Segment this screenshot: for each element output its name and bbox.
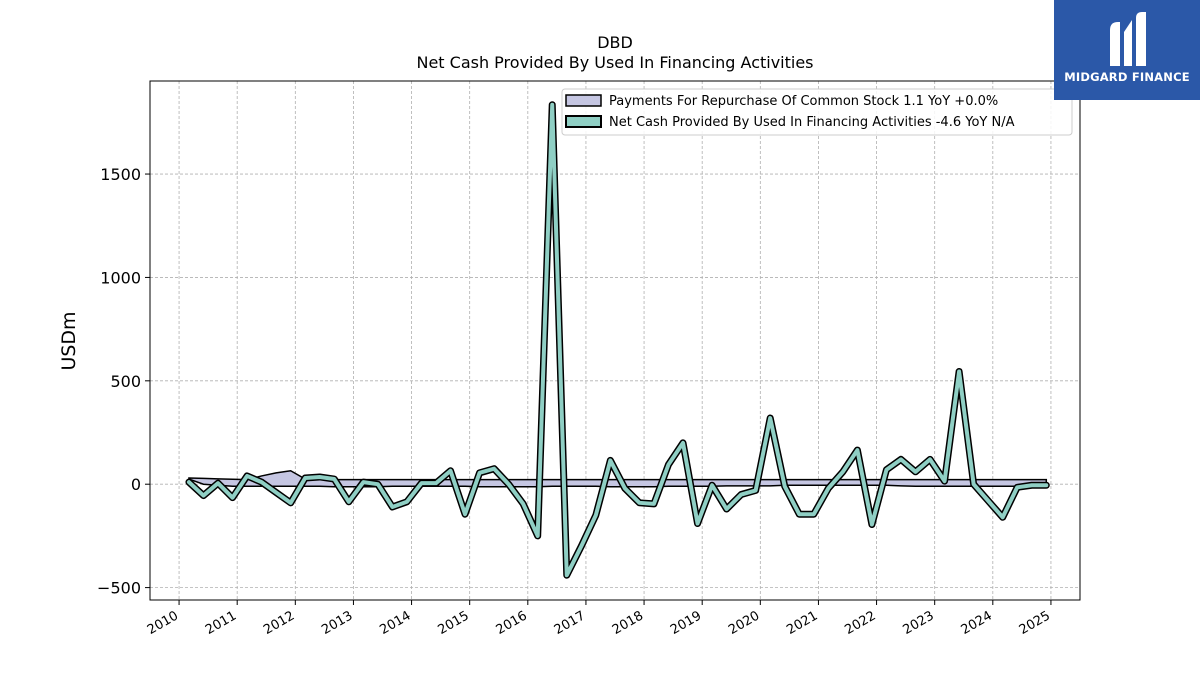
legend-label-financing: Net Cash Provided By Used In Financing A… xyxy=(609,115,1015,130)
x-tick-label: 2014 xyxy=(377,608,413,638)
y-tick-label: 1500 xyxy=(100,165,141,184)
x-tick-label: 2019 xyxy=(668,608,704,638)
x-tick-label: 2024 xyxy=(959,608,995,638)
x-tick-label: 2011 xyxy=(203,608,239,638)
brand-logo: MIDGARD FINANCE xyxy=(1054,0,1200,100)
legend-label-buyback: Payments For Repurchase Of Common Stock … xyxy=(609,94,998,109)
x-tick-label: 2017 xyxy=(552,608,588,638)
x-tick-label: 2025 xyxy=(1017,608,1053,638)
chart-subtitle: Net Cash Provided By Used In Financing A… xyxy=(416,53,813,72)
legend-swatch-financing xyxy=(565,115,602,128)
series-line-financing xyxy=(186,102,1049,578)
x-tick-label: 2018 xyxy=(610,608,646,638)
legend: Payments For Repurchase Of Common Stock … xyxy=(561,88,1073,136)
x-tick-label: 2020 xyxy=(726,608,762,638)
x-tick-label: 2021 xyxy=(784,608,820,638)
axes-frame xyxy=(149,80,1081,601)
x-tick-label: 2015 xyxy=(436,608,472,638)
x-tick-label: 2023 xyxy=(901,608,937,638)
y-tick-label: 500 xyxy=(110,372,141,391)
series-layer xyxy=(185,101,1050,579)
y-tick-label: 1000 xyxy=(100,268,141,287)
x-tick-label: 2010 xyxy=(145,608,181,638)
x-tick-label: 2012 xyxy=(261,608,297,638)
x-tick-label: 2013 xyxy=(319,608,355,638)
y-axis-label: USDm xyxy=(58,311,80,370)
logo-mark-icon xyxy=(1110,12,1146,66)
logo-brand-text: MIDGARD FINANCE xyxy=(1064,70,1190,84)
chart-title: DBD xyxy=(597,33,633,52)
grid xyxy=(150,81,1080,600)
series-line-outline xyxy=(185,101,1050,579)
y-tick-label: 0 xyxy=(131,475,141,494)
legend-box xyxy=(561,88,1073,136)
y-tick-label: −500 xyxy=(97,579,141,598)
x-tick-label: 2016 xyxy=(494,608,530,638)
legend-swatch-buyback xyxy=(565,94,602,107)
axis-ticks: −500 0 500 1000 1500 2010 2011 2012 2013 2014 2015… xyxy=(97,165,1053,638)
x-tick-label: 2022 xyxy=(842,608,878,638)
